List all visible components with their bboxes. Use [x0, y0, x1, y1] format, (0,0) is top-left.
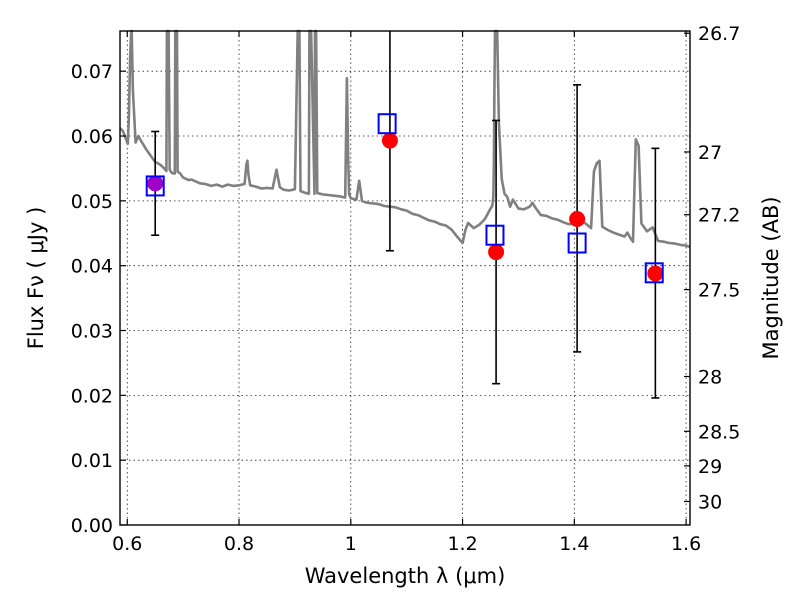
model-box — [485, 224, 505, 246]
x-axis-ticks: 0.6 0.8 1 1.2 1.4 1.6 — [112, 31, 701, 555]
right-tick-label: 27 — [698, 142, 722, 164]
model-box — [145, 175, 165, 197]
y-tick-label: 0.05 — [71, 191, 113, 213]
observed-points — [147, 132, 664, 282]
grid — [120, 31, 690, 526]
model-box — [567, 232, 587, 254]
x-tick-label: 1.4 — [559, 533, 589, 555]
model-box — [377, 113, 397, 135]
x-tick-label: 1.2 — [447, 533, 477, 555]
observed-point — [488, 244, 505, 261]
right-tick-label: 28.5 — [698, 421, 740, 443]
y-tick-label: 0.07 — [71, 61, 113, 83]
y-axis-ticks: 0.00 0.01 0.02 0.03 0.04 0.05 0.06 0.07 — [71, 61, 126, 537]
model-box — [644, 262, 664, 284]
y-axis-title: Flux Fν ( μJy ) — [24, 207, 48, 350]
x-tick-label: 0.8 — [224, 533, 254, 555]
spectrum-line — [119, 29, 691, 249]
x-axis-title: Wavelength λ (μm) — [305, 564, 506, 588]
model-boxes — [145, 113, 664, 284]
observed-point — [569, 211, 586, 228]
y-tick-label: 0.03 — [71, 321, 113, 343]
right-tick-label: 27.5 — [698, 280, 740, 302]
y-tick-label: 0.06 — [71, 126, 113, 148]
x-tick-label: 1.6 — [671, 533, 701, 555]
y-tick-label: 0.00 — [71, 515, 113, 537]
right-tick-label: 26.7 — [698, 23, 740, 45]
observed-point — [147, 175, 164, 192]
spectrum-layer — [119, 29, 691, 249]
x-tick-label: 0.6 — [112, 533, 142, 555]
observed-point — [647, 265, 664, 282]
right-tick-label: 29 — [698, 456, 722, 478]
y-tick-label: 0.02 — [71, 385, 113, 407]
right-tick-label: 27.2 — [698, 205, 740, 227]
right-axis-ticks: 26.7 27 27.2 27.5 28 28.5 29 30 — [684, 23, 740, 513]
right-tick-label: 30 — [698, 491, 722, 513]
y-tick-label: 0.01 — [71, 450, 113, 472]
right-tick-label: 28 — [698, 366, 722, 388]
right-axis-title: Magnitude (AB) — [759, 196, 783, 359]
plot-frame — [119, 30, 691, 526]
x-tick-label: 1 — [345, 533, 357, 555]
y-tick-label: 0.04 — [71, 256, 113, 278]
observed-point — [381, 132, 398, 149]
